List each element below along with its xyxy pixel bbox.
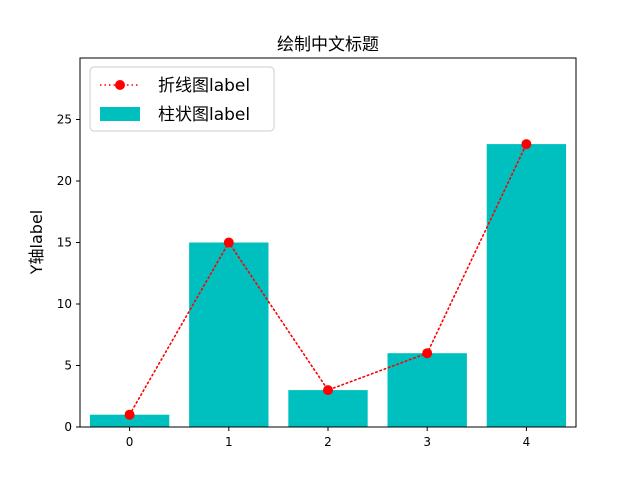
x-tick-label-2: 2 [324,435,332,449]
line-point-2 [323,385,333,396]
markers-layer [124,139,532,420]
line-point-1 [223,237,234,248]
x-tick-label-4: 4 [523,435,531,449]
y-tick-label-5: 5 [64,359,72,373]
line-point-4 [521,139,532,150]
legend-bar-label: 柱状图label [158,105,250,125]
y-tick-label-20: 20 [57,174,72,188]
y-tick-label-15: 15 [57,236,72,250]
y-tick-label-10: 10 [57,297,72,311]
bars-layer [89,144,567,427]
legend: 折线图label 柱状图label [89,66,275,132]
x-tick-label-3: 3 [423,435,431,449]
bar-4 [486,144,567,427]
bar-3 [387,353,467,427]
chart-title: 绘制中文标题 [277,35,379,55]
legend-line-marker [115,80,125,90]
legend-bar-swatch [100,107,140,121]
line-point-3 [422,348,433,359]
bar-2 [288,390,368,427]
y-tick-label-0: 0 [64,420,72,434]
x-tick-label-0: 0 [126,435,134,449]
x-tick-label-1: 1 [225,435,233,449]
line-point-0 [124,409,135,420]
y-axis-ticks: 0 5 10 15 20 25 [57,113,80,434]
y-tick-label-25: 25 [57,113,72,127]
legend-line-label: 折线图label [158,76,250,96]
y-axis-label: Y轴label [27,210,46,275]
bar-0 [89,414,170,427]
series-line [128,143,528,416]
line-layer [128,143,528,416]
bar-1 [189,242,269,427]
x-axis-ticks: 0 1 2 3 4 [126,427,530,449]
